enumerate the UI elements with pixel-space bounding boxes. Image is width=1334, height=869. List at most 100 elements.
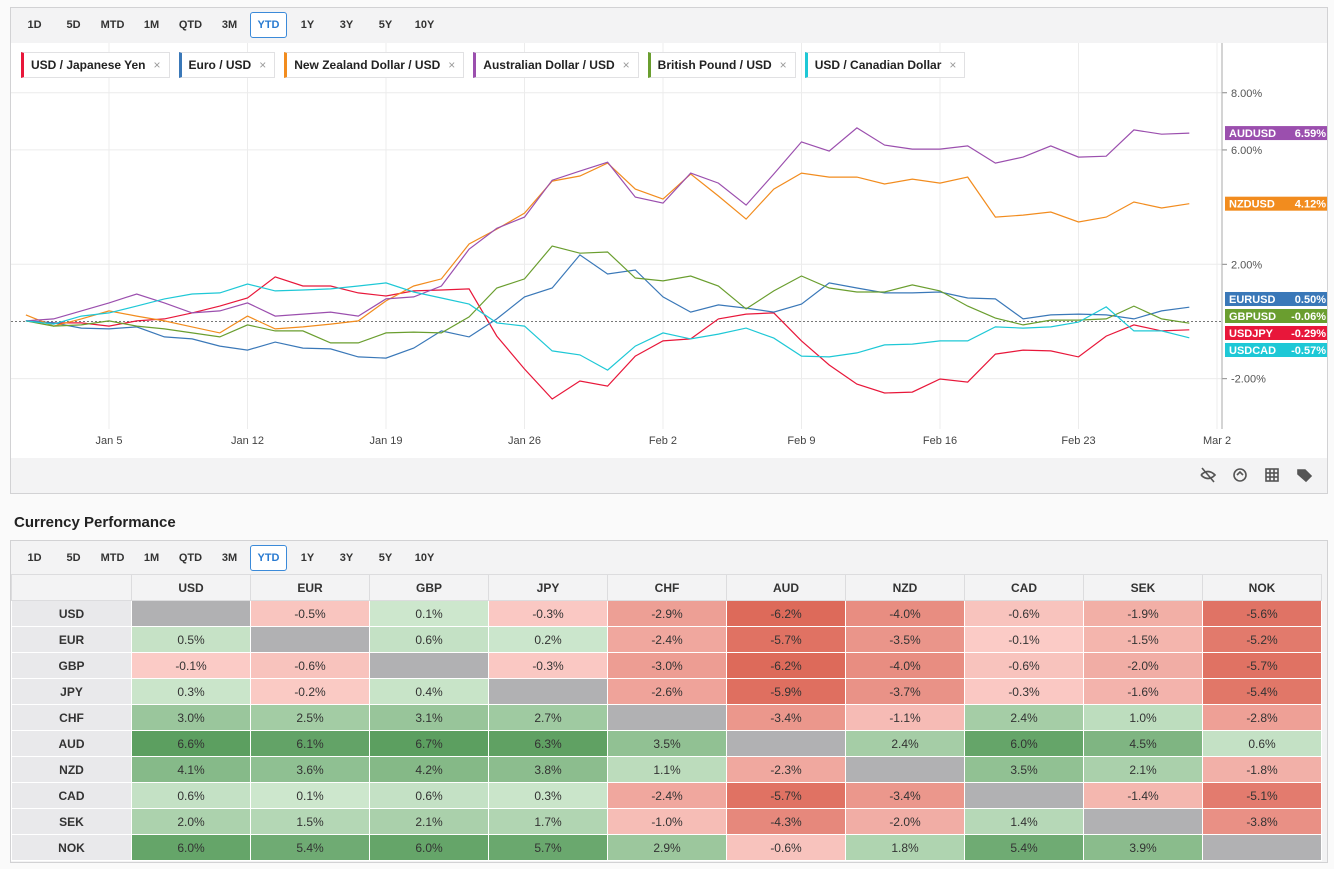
legend-item[interactable]: USD / Japanese Yen × (21, 52, 170, 78)
series-line (25, 254, 1190, 359)
x-tick-label: Jan 5 (96, 435, 123, 447)
diagonal-cell (369, 652, 489, 679)
row-header: CAD (11, 782, 132, 809)
legend-item[interactable]: USD / Canadian Dollar × (804, 52, 966, 78)
performance-cell: -5.4% (1202, 678, 1322, 705)
performance-cell: -4.3% (726, 808, 846, 835)
legend-remove[interactable]: × (779, 58, 787, 72)
performance-cell: 4.2% (369, 756, 489, 783)
performance-cell: -3.8% (1202, 808, 1322, 835)
performance-cell: -5.9% (726, 678, 846, 705)
legend-item[interactable]: Australian Dollar / USD × (473, 52, 639, 78)
performance-cell: 0.1% (369, 600, 489, 627)
performance-cell: -5.7% (1202, 652, 1322, 679)
performance-cell: -3.4% (726, 704, 846, 731)
legend-remove[interactable]: × (949, 58, 957, 72)
performance-cell: 1.4% (964, 808, 1084, 835)
legend-item[interactable]: British Pound / USD × (647, 52, 796, 78)
period-button[interactable]: 1D (27, 552, 42, 564)
legend-label: British Pound / USD (657, 58, 772, 72)
performance-cell: -3.4% (845, 782, 965, 809)
x-tick-label: Jan 12 (231, 435, 264, 447)
performance-cell: 2.1% (1083, 756, 1203, 783)
period-button[interactable]: 1D (27, 19, 42, 31)
period-button[interactable]: YTD (250, 12, 287, 38)
performance-cell: -1.4% (1083, 782, 1203, 809)
legend-label: Euro / USD (188, 58, 252, 72)
performance-cell: -2.6% (607, 678, 727, 705)
column-header: CAD (964, 574, 1084, 601)
hide-icon[interactable] (1200, 467, 1217, 483)
period-button[interactable]: 3Y (339, 19, 354, 31)
column-header: NOK (1202, 574, 1322, 601)
legend-label: Australian Dollar / USD (483, 58, 615, 72)
period-button[interactable]: 1Y (300, 552, 315, 564)
performance-cell: 6.3% (488, 730, 608, 757)
legend-remove[interactable]: × (259, 58, 267, 72)
period-button[interactable]: 1M (143, 19, 160, 31)
period-button[interactable]: 1Y (300, 19, 315, 31)
end-label-ticker: EURUSD (1229, 294, 1276, 306)
legend-item[interactable]: Euro / USD × (178, 52, 276, 78)
performance-cell: 4.5% (1083, 730, 1203, 757)
end-label-ticker: USDCAD (1229, 345, 1276, 357)
period-button[interactable]: 5D (66, 19, 81, 31)
column-header: NZD (845, 574, 965, 601)
period-button[interactable]: 10Y (414, 19, 435, 31)
performance-cell: 0.4% (369, 678, 489, 705)
table-icon[interactable] (1265, 468, 1279, 482)
period-button[interactable]: 5Y (378, 552, 393, 564)
period-button[interactable]: 10Y (414, 552, 435, 564)
performance-cell: 3.1% (369, 704, 489, 731)
performance-table: USD EUR GBP JPY CHF AUD NZD CAD SEK NOK USD -0.5% 0.… (11, 574, 1322, 861)
performance-cell: -1.6% (1083, 678, 1203, 705)
period-buttons: 1D 5D MTD 1M QTD 3M YTD 1Y 3Y 5Y 10Y (16, 12, 443, 38)
period-button[interactable]: 3Y (339, 552, 354, 564)
end-label-box (1225, 325, 1327, 340)
column-header: CHF (607, 574, 727, 601)
performance-cell: 3.5% (607, 730, 727, 757)
column-header: JPY (488, 574, 608, 601)
end-label-ticker: USDJPY (1229, 328, 1274, 340)
legend-remove[interactable]: × (153, 58, 161, 72)
row-header: SEK (11, 808, 132, 835)
period-button[interactable]: 5Y (378, 19, 393, 31)
table-row: CHF 3.0% 2.5% 3.1% 2.7% -3.4% -1.1% 2.4% 1.0% -2.… (11, 704, 1322, 731)
reset-icon[interactable] (1233, 468, 1247, 482)
performance-cell: 1.5% (250, 808, 370, 835)
period-button[interactable]: 3M (221, 19, 238, 31)
performance-cell: 0.6% (1202, 730, 1322, 757)
performance-cell: 6.0% (369, 834, 489, 861)
end-label-value: 0.50% (1295, 294, 1326, 306)
legend-remove[interactable]: × (622, 58, 630, 72)
period-button[interactable]: MTD (100, 19, 125, 31)
chart-toolbar (1200, 467, 1313, 483)
performance-cell: -1.9% (1083, 600, 1203, 627)
period-button[interactable]: 1M (143, 552, 160, 564)
legend-label: USD / Japanese Yen (31, 58, 146, 72)
performance-cell: 1.1% (607, 756, 727, 783)
period-button[interactable]: 3M (221, 552, 238, 564)
table-row: EUR 0.5% 0.6% 0.2% -2.4% -5.7% -3.5% -0.1% -1.5%… (11, 626, 1322, 653)
period-button[interactable]: MTD (100, 552, 125, 564)
performance-cell: -0.6% (964, 600, 1084, 627)
performance-cell: 2.9% (607, 834, 727, 861)
performance-cell: 1.8% (845, 834, 965, 861)
table-row: AUD 6.6% 6.1% 6.7% 6.3% 3.5% 2.4% 6.0% 4.5% 0.6% (11, 730, 1322, 757)
diagonal-cell (964, 782, 1084, 809)
table-row: NOK 6.0% 5.4% 6.0% 5.7% 2.9% -0.6% 1.8% 5.4% 3.9% (11, 834, 1322, 861)
period-button[interactable]: QTD (178, 19, 203, 31)
period-button[interactable]: QTD (178, 552, 203, 564)
end-label-box (1225, 196, 1327, 211)
performance-cell: 5.4% (250, 834, 370, 861)
x-tick-label: Feb 16 (923, 435, 957, 447)
period-button[interactable]: 5D (66, 552, 81, 564)
diagonal-cell (1202, 834, 1322, 861)
diagonal-cell (607, 704, 727, 731)
legend-item[interactable]: New Zealand Dollar / USD × (284, 52, 465, 78)
performance-cell: -5.6% (1202, 600, 1322, 627)
labels-icon[interactable] (1297, 469, 1313, 483)
legend-remove[interactable]: × (448, 58, 456, 72)
period-button[interactable]: YTD (250, 545, 287, 571)
